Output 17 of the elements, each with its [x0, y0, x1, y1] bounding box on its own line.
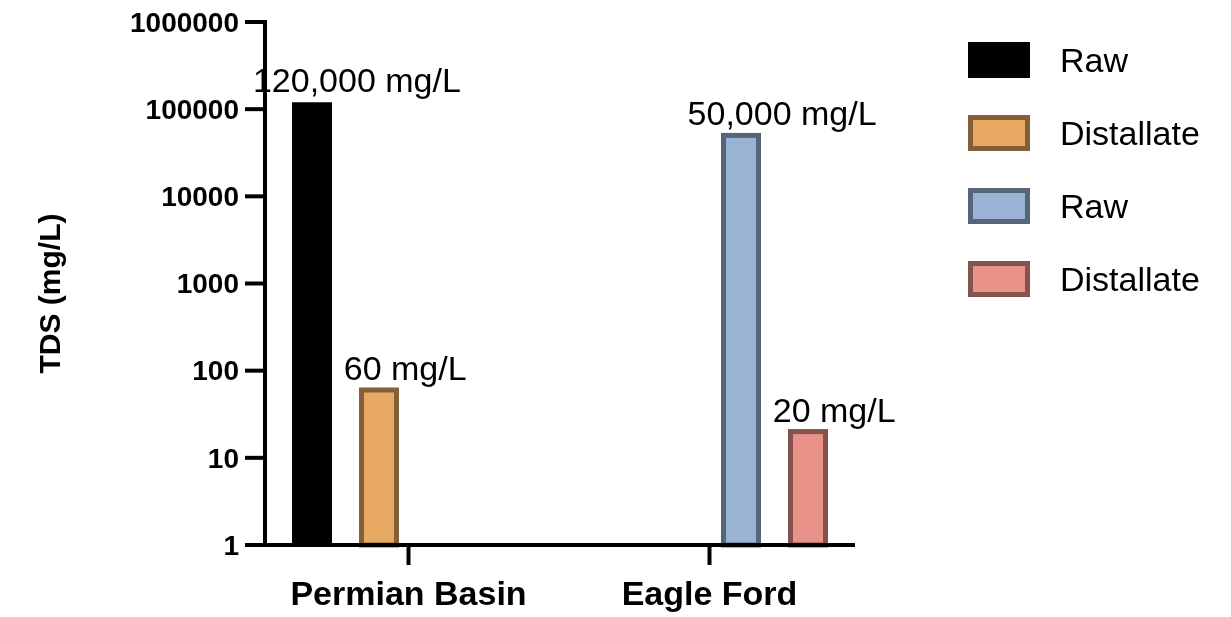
- y-tick-label: 100000: [145, 93, 239, 125]
- legend-label: Raw: [1060, 40, 1129, 79]
- y-tick-label: 10: [207, 442, 239, 474]
- x-tick-label: Permian Basin: [290, 574, 527, 612]
- x-tick-label: Eagle Ford: [621, 574, 798, 612]
- y-tick-label: 10000: [161, 181, 239, 213]
- data-label: 60 mg/L: [343, 349, 467, 387]
- data-label: 50,000 mg/L: [687, 94, 877, 133]
- legend-label: Raw: [1060, 186, 1129, 225]
- y-tick-label: 1000000: [129, 6, 239, 38]
- y-tick-label: 1: [223, 529, 239, 561]
- legend-label: Distallate: [1060, 113, 1200, 152]
- y-tick-label: 100: [192, 355, 239, 387]
- y-tick-label: 1000: [176, 268, 239, 300]
- data-label: 20 mg/L: [772, 390, 896, 429]
- y-axis-title: TDS (mg/L): [33, 213, 66, 374]
- legend-label: Distallate: [1060, 259, 1200, 298]
